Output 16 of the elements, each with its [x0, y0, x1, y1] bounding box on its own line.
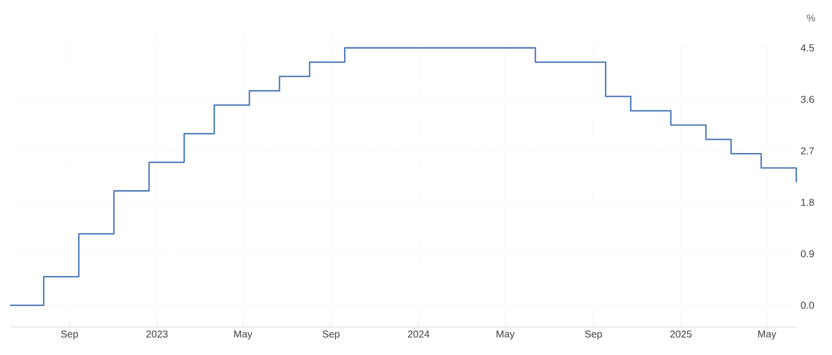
- y-tick-label: 1.8: [801, 198, 814, 206]
- x-tick-label: May: [234, 330, 252, 340]
- x-tick-label: Sep: [61, 330, 78, 340]
- x-tick-label: Sep: [322, 330, 340, 340]
- x-tick-label: 2025: [670, 330, 692, 338]
- x-tick-label: May: [496, 330, 515, 340]
- x-tick-label: 2024: [408, 330, 430, 338]
- y-tick-label: 0.0: [800, 302, 814, 309]
- x-tick-label: May: [758, 330, 776, 340]
- y-tick-label: 3.6: [800, 96, 814, 103]
- x-tick-label: 2023: [146, 330, 168, 338]
- y-tick-label: 2.7: [801, 147, 814, 154]
- y-tick-label: 4.5: [800, 44, 814, 52]
- y-tick-label: 0.9: [800, 250, 814, 258]
- x-tick-label: Sep: [585, 330, 602, 340]
- y-axis-title: %: [806, 14, 816, 22]
